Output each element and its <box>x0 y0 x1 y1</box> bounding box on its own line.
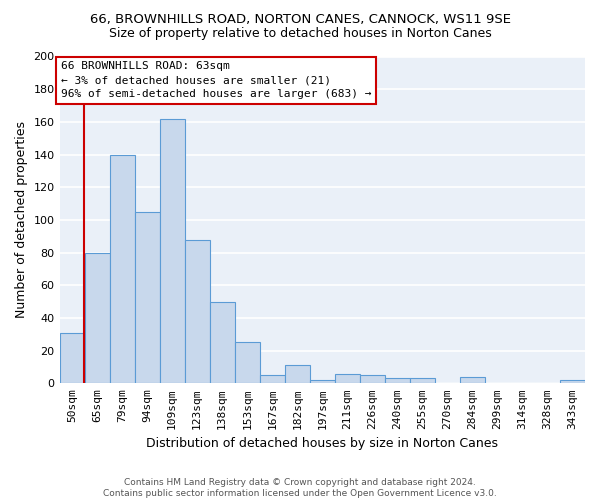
Bar <box>110 154 134 384</box>
Bar <box>59 332 85 384</box>
Bar <box>260 375 285 384</box>
Bar <box>310 380 335 384</box>
Bar <box>385 378 410 384</box>
Bar <box>134 212 160 384</box>
Text: 66 BROWNHILLS ROAD: 63sqm
← 3% of detached houses are smaller (21)
96% of semi-d: 66 BROWNHILLS ROAD: 63sqm ← 3% of detach… <box>61 62 371 100</box>
Text: Size of property relative to detached houses in Norton Canes: Size of property relative to detached ho… <box>109 28 491 40</box>
Text: 66, BROWNHILLS ROAD, NORTON CANES, CANNOCK, WS11 9SE: 66, BROWNHILLS ROAD, NORTON CANES, CANNO… <box>89 12 511 26</box>
Bar <box>285 366 310 384</box>
Bar <box>560 380 585 384</box>
Text: Contains HM Land Registry data © Crown copyright and database right 2024.
Contai: Contains HM Land Registry data © Crown c… <box>103 478 497 498</box>
Bar <box>460 377 485 384</box>
Bar <box>410 378 435 384</box>
Bar <box>335 374 360 384</box>
Bar <box>209 302 235 384</box>
Bar <box>235 342 260 384</box>
Bar <box>85 252 110 384</box>
Y-axis label: Number of detached properties: Number of detached properties <box>15 122 28 318</box>
X-axis label: Distribution of detached houses by size in Norton Canes: Distribution of detached houses by size … <box>146 437 498 450</box>
Bar <box>160 118 185 384</box>
Bar <box>360 375 385 384</box>
Bar <box>185 240 209 384</box>
